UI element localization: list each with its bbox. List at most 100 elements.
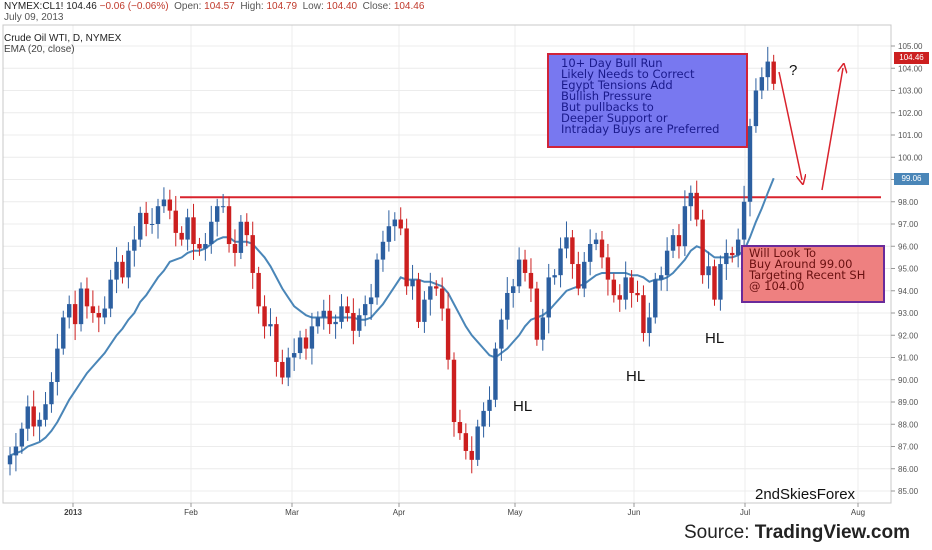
candle-body (13, 446, 19, 456)
candle-body (363, 304, 368, 316)
candle-body (102, 308, 107, 318)
candle-body (61, 317, 66, 349)
candle-body (114, 261, 119, 280)
candle-body (96, 313, 101, 318)
x-tick-label: 2013 (64, 508, 82, 517)
candle-body (499, 319, 504, 349)
y-tick-label: 96.00 (898, 242, 919, 251)
y-tick-label: 103.00 (898, 87, 923, 96)
note-line: @ 104.00 (749, 279, 805, 293)
candle-body (469, 450, 474, 460)
candle-body (179, 232, 184, 240)
source-prefix: Source: (684, 522, 755, 543)
candle-body (718, 264, 723, 300)
candle-body (493, 348, 498, 400)
candle-body (582, 261, 587, 289)
open-label: Open: (174, 1, 202, 12)
instrument-title: Crude Oil WTI, D, NYMEX (4, 33, 122, 44)
candle-body (676, 235, 682, 247)
candle-body (37, 419, 42, 427)
candle-body (730, 252, 735, 256)
candle-body (724, 252, 729, 265)
source-name: TradingView.com (754, 522, 910, 543)
y-tick-label: 100.00 (898, 153, 923, 162)
brand-watermark: 2ndSkiesForex (755, 486, 856, 503)
note-line: Intraday Buys are Preferred (561, 122, 720, 136)
candle-body (487, 399, 492, 411)
candle-body (161, 199, 167, 207)
candle-body (475, 426, 480, 460)
candle-body (368, 297, 374, 305)
candle-body (280, 361, 285, 378)
candle-body (297, 337, 303, 354)
candle-body (599, 239, 605, 258)
candle-body (386, 226, 392, 242)
candle-body (481, 410, 486, 427)
x-tick-label: Feb (184, 508, 198, 517)
candle-body (327, 310, 332, 325)
candle-body (108, 279, 113, 309)
x-axis: 2013 Feb Mar Apr May Jun Jul Aug (64, 503, 865, 517)
candle-body (410, 279, 415, 287)
candle-body (339, 306, 344, 322)
candle-body (505, 292, 510, 320)
y-tick-label: 87.00 (898, 443, 919, 452)
y-tick-label: 93.00 (898, 309, 919, 318)
candle-body (694, 192, 699, 220)
y-tick-label: 88.00 (898, 420, 919, 429)
candle-body (457, 422, 463, 434)
candle-body (220, 206, 226, 208)
note-line: Deeper Support or (561, 111, 668, 125)
low-value: 104.40 (326, 1, 358, 12)
candle-body (629, 277, 634, 293)
note-line: Likely Needs to Correct (561, 67, 695, 81)
candle-body (688, 192, 693, 207)
candle-body (55, 348, 60, 382)
y-tick-label: 104.00 (898, 64, 923, 73)
quote-header: NYMEX:CL1! 104.46 −0.06 (−0.06%) Open: 1… (4, 1, 424, 12)
candle-body (333, 321, 338, 325)
candle-body (416, 279, 421, 322)
x-tick-label: May (507, 508, 522, 517)
candle-body (19, 428, 25, 447)
candle-body (286, 357, 291, 378)
buy-plan-note: Will Look To Buy Around 99.00 Targeting … (741, 245, 885, 303)
candle-body (617, 295, 622, 300)
candle-body (43, 404, 48, 420)
candle-body (67, 304, 72, 318)
candle-body (197, 244, 202, 249)
candles (7, 46, 776, 476)
y-tick-label: 92.00 (898, 331, 919, 340)
y-tick-label: 105.00 (898, 42, 923, 51)
candle-body (439, 288, 445, 309)
candle-body (374, 259, 380, 298)
y-tick-label: 85.00 (898, 487, 919, 496)
x-tick-label: Jun (628, 508, 641, 517)
up-arrow (821, 68, 843, 191)
candle-body (434, 286, 439, 289)
candle-body (522, 259, 528, 273)
note-line: Targeting Recent SH (749, 268, 866, 282)
question-mark: ? (789, 62, 798, 79)
candle-body (274, 324, 279, 362)
source-credit: Source: TradingView.com (684, 522, 910, 544)
candle-body (558, 248, 563, 276)
higher-low-label: HL (626, 368, 646, 385)
candle-body (552, 275, 557, 278)
candle-body (605, 257, 611, 280)
indicator-legend: EMA (20, close) (4, 44, 75, 55)
candle-body (191, 217, 196, 245)
candle-body (712, 266, 717, 300)
y-tick-label: 94.00 (898, 287, 919, 296)
candle-body (215, 206, 220, 222)
candle-body (226, 206, 232, 245)
candle-body (463, 433, 469, 451)
candle-body (380, 241, 386, 260)
candle-body (445, 308, 451, 360)
low-label: Low: (302, 1, 324, 12)
candle-body (90, 306, 96, 313)
candle-body (250, 235, 255, 273)
note-line: Buy Around 99.00 (749, 257, 853, 271)
candle-body (232, 244, 238, 253)
candle-body (49, 381, 54, 405)
